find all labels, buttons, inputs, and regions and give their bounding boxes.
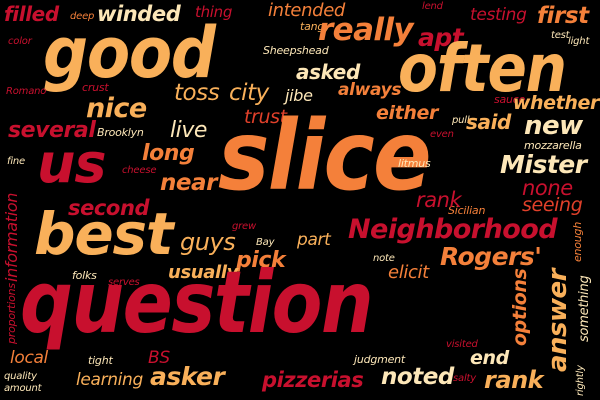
word-cheese: cheese <box>122 165 157 176</box>
word-mozzarella: mozzarella <box>524 139 582 152</box>
word-bay: Bay <box>256 237 275 248</box>
word-litmus: litmus <box>398 157 431 170</box>
word-information: information <box>2 192 21 282</box>
word-visited: visited <box>446 339 478 350</box>
word-proportions: proportions <box>5 283 18 344</box>
word-rightly: rightly <box>575 365 586 396</box>
word-amount: amount <box>4 383 42 394</box>
word-tight: tight <box>88 354 113 367</box>
word-mister: Mister <box>500 150 587 179</box>
word-tangy: tangy <box>300 20 331 33</box>
word-second: second <box>68 196 150 220</box>
word-whether: whether <box>512 92 600 114</box>
word-learning: learning <box>76 370 143 390</box>
word-city: city <box>229 80 269 106</box>
word-several: several <box>8 118 96 143</box>
word-asked: asked <box>296 60 360 84</box>
word-neighborhood: Neighborhood <box>348 214 558 245</box>
word-trust: trust <box>244 106 287 128</box>
word-often: often <box>398 30 567 107</box>
word-bs: BS <box>148 348 170 368</box>
word-judgment: judgment <box>354 353 406 366</box>
word-best: best <box>34 200 174 268</box>
word-rank-bottom: rank <box>484 366 544 394</box>
word-near: near <box>160 170 217 196</box>
word-romano: Romano <box>6 86 47 97</box>
word-intended: intended <box>268 0 345 21</box>
word-rank-right: rank <box>416 188 462 212</box>
word-long: long <box>142 141 195 166</box>
word-filled: filled <box>4 2 59 26</box>
word-quality: quality <box>4 371 37 382</box>
word-pizzerias: pizzerias <box>262 368 364 392</box>
word-testing: testing <box>470 5 527 25</box>
word-crust: crust <box>82 81 109 94</box>
word-winded: winded <box>97 2 181 26</box>
word-sicilian: Sicilian <box>448 204 486 217</box>
word-grew: grew <box>232 221 256 232</box>
word-seeing: seeing <box>522 194 583 216</box>
word-jibe: jibe <box>285 86 313 105</box>
word-question: question <box>20 253 374 353</box>
word-rogers: Rogers' <box>440 242 542 271</box>
word-sauce: sauce <box>494 93 526 106</box>
word-brooklyn: Brooklyn <box>97 126 144 139</box>
word-lend: lend <box>422 1 443 12</box>
word-asker: asker <box>150 362 225 391</box>
word-something: something <box>577 275 592 343</box>
word-none: none <box>522 176 573 200</box>
word-always: always <box>338 80 402 100</box>
word-pick: pick <box>236 248 286 273</box>
word-first: first <box>537 3 589 29</box>
word-either: either <box>376 102 438 124</box>
word-color: color <box>8 36 32 47</box>
word-slice: slice <box>218 100 432 212</box>
word-noted: noted <box>381 364 454 390</box>
word-part: part <box>297 230 331 250</box>
word-usually: usually <box>168 262 239 283</box>
word-local: local <box>10 348 48 368</box>
word-thing: thing <box>195 3 233 21</box>
word-live: live <box>170 118 208 143</box>
word-pull: pull <box>452 115 470 126</box>
word-deep: deep <box>70 11 95 22</box>
word-nice: nice <box>86 93 147 124</box>
word-new: new <box>524 111 583 141</box>
word-really: really <box>318 12 414 48</box>
word-elicit: elicit <box>388 262 429 283</box>
word-salty: salty <box>453 373 476 384</box>
word-us: us <box>37 132 107 195</box>
word-enough: enough <box>571 221 584 262</box>
word-even: even <box>430 129 454 140</box>
word-toss: toss <box>174 80 220 106</box>
word-options: options <box>509 268 531 346</box>
word-said: said <box>466 110 511 134</box>
word-light: light <box>568 36 590 47</box>
word-sheepshead: Sheepshead <box>263 44 329 57</box>
word-test: test <box>551 30 570 41</box>
word-apt: apt <box>418 23 464 52</box>
word-good: good <box>43 12 216 94</box>
word-folks: folks <box>72 269 97 282</box>
word-note: note <box>373 253 395 264</box>
word-answer: answer <box>543 269 573 372</box>
word-serves: serves <box>108 277 140 288</box>
word-end: end <box>470 347 509 369</box>
word-fine: fine <box>7 156 25 167</box>
word-guys: guys <box>180 228 236 256</box>
